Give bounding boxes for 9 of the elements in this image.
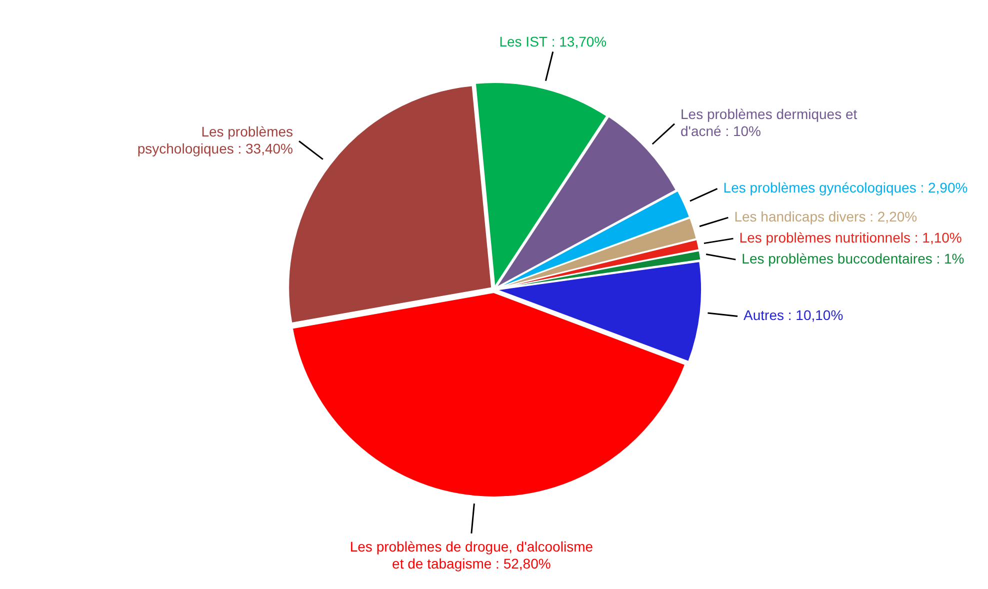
- slice-label: Les problèmes psychologiques : 33,40%: [137, 124, 294, 157]
- slice-label: Les IST : 13,70%: [499, 34, 607, 50]
- slice-label: Les problèmes nutritionnels : 1,10%: [739, 229, 962, 246]
- slice-label: Les handicaps divers : 2,20%: [734, 208, 918, 224]
- slice-label: Autres : 10,10%: [744, 307, 844, 324]
- slice-label: Les problèmes de drogue, d'alcoolisme et de tabagisme : 52,80%: [350, 538, 594, 572]
- slice-label: Les problèmes dermiques et d'acné : 10%: [680, 106, 858, 140]
- slice-label: Les problèmes buccodentaires : 1%: [742, 250, 964, 266]
- slice-label: Les problèmes gynécologiques : 2,90%: [723, 180, 968, 196]
